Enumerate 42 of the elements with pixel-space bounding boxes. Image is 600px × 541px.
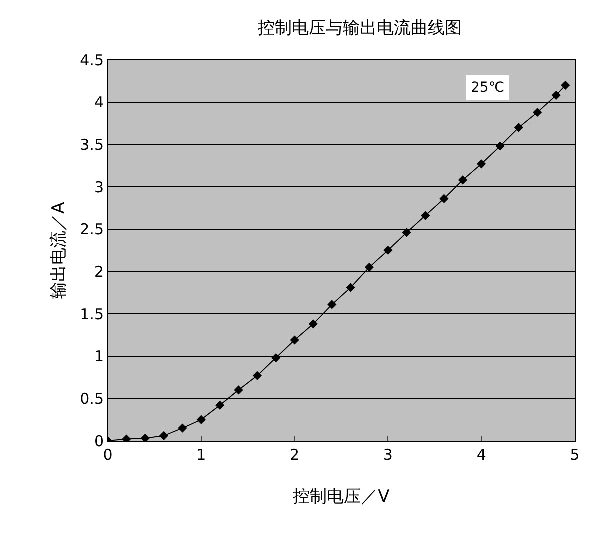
- x-tick-label: 1: [196, 446, 206, 464]
- point: [290, 336, 300, 345]
- point: [234, 386, 244, 395]
- point: [458, 176, 468, 185]
- point: [159, 431, 169, 440]
- point: [561, 80, 570, 90]
- y-tick-label: 2.5: [80, 220, 104, 239]
- y-axis-title: 输出电流／A: [49, 202, 69, 299]
- y-tick-label: 2: [94, 262, 104, 281]
- point: [477, 160, 486, 169]
- point: [308, 320, 318, 329]
- point: [178, 424, 188, 433]
- x-tick-label: 3: [383, 446, 393, 464]
- x-tick-label: 5: [570, 446, 580, 464]
- y-tick-label: 3.5: [80, 136, 104, 154]
- point: [252, 371, 262, 380]
- y-tick-label: 1.5: [80, 305, 104, 324]
- point: [440, 194, 449, 204]
- point: [216, 400, 225, 410]
- point: [496, 142, 505, 151]
- y-tick-label: 1: [94, 348, 104, 366]
- point: [533, 108, 542, 118]
- point: [402, 228, 412, 238]
- y-tick-label: 4: [94, 94, 104, 112]
- chart-title: 控制电压与输出电流曲线图: [258, 18, 462, 39]
- y-tick-label: 0: [94, 432, 104, 450]
- point: [328, 300, 337, 310]
- point: [514, 123, 524, 132]
- y-tick-label: 3: [94, 178, 104, 196]
- point: [552, 91, 561, 100]
- y-tick-label: 4.5: [80, 51, 104, 70]
- point: [364, 262, 374, 272]
- x-tick-label: 2: [290, 446, 300, 464]
- point: [421, 211, 430, 220]
- y-tick-label: 0.5: [80, 390, 104, 408]
- point: [346, 283, 356, 292]
- annotation: 25℃: [471, 80, 505, 96]
- x-axis-title: 控制电压／V: [293, 487, 390, 507]
- x-tick-label: 4: [476, 446, 486, 464]
- point: [196, 415, 206, 424]
- point: [272, 353, 281, 363]
- point: [384, 246, 393, 256]
